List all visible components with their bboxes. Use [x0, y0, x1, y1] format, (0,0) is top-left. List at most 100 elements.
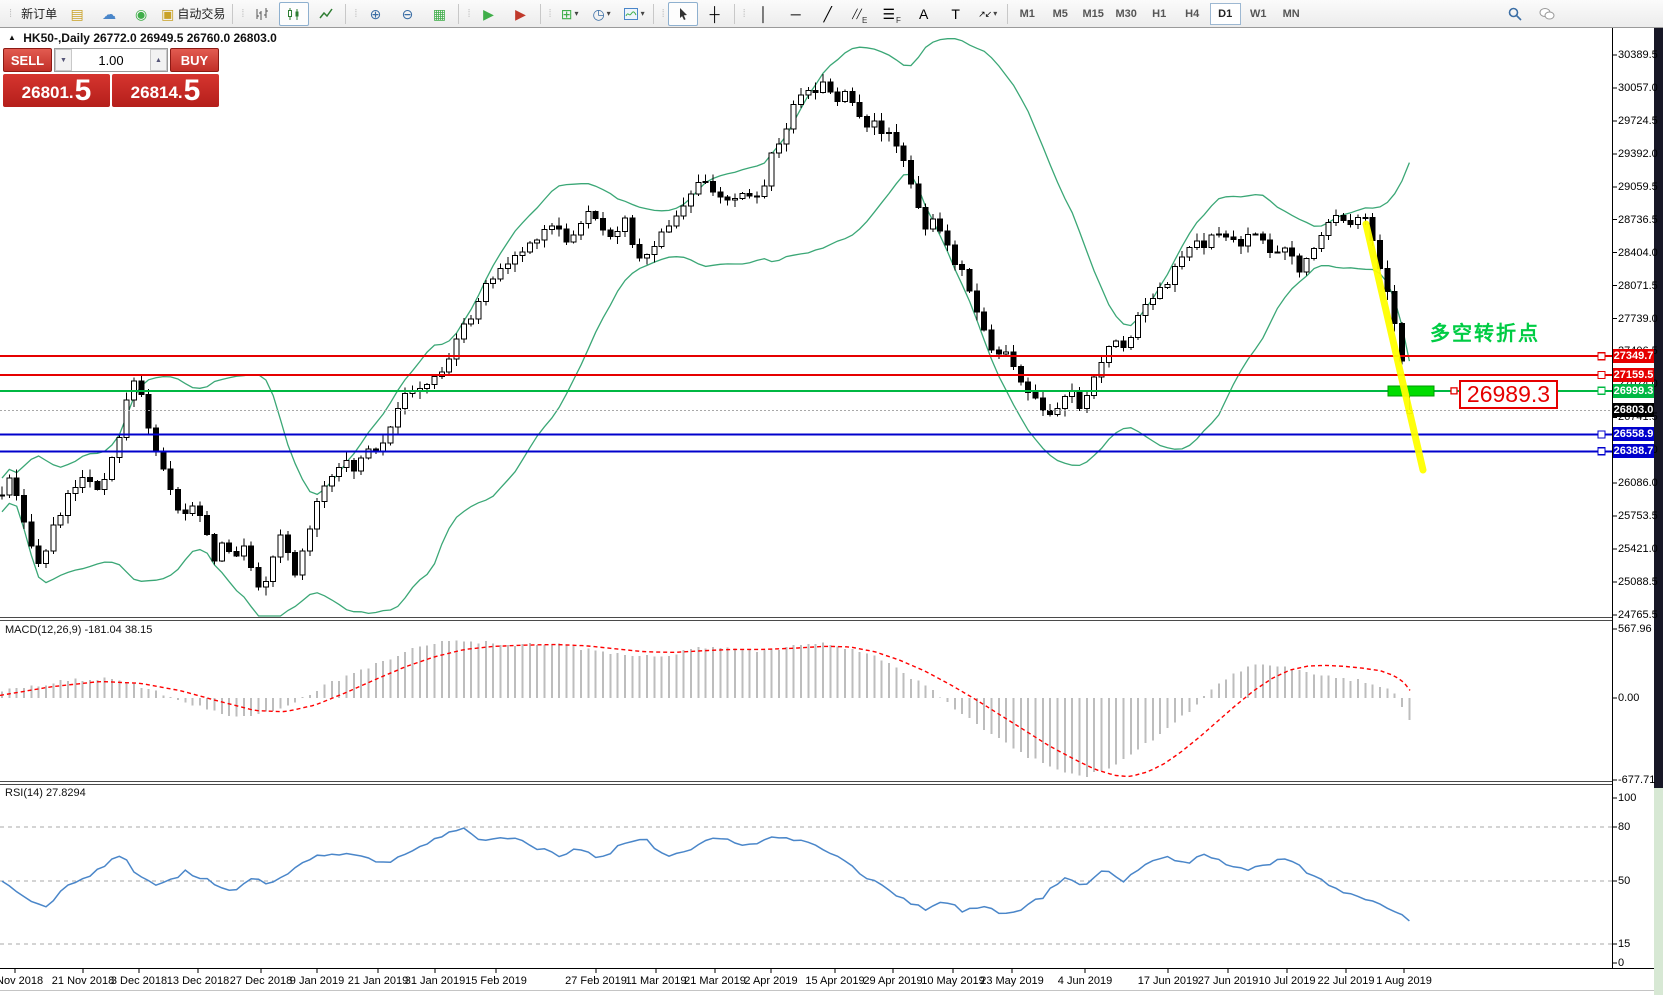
dropdown-arrow-icon[interactable]: ▾ — [640, 9, 645, 18]
timeframe-button-m1[interactable]: M1 — [1019, 7, 1035, 20]
pane-separator-macd-rsi[interactable] — [0, 781, 1613, 785]
price-axis-border — [1612, 28, 1613, 969]
dropdown-arrow-icon[interactable]: ▾ — [606, 9, 611, 18]
auto-scroll-button[interactable]: ▶ — [506, 2, 536, 26]
yellow-trendline[interactable] — [1362, 220, 1427, 474]
candlestick-chart-button[interactable] — [279, 1, 310, 26]
signals-button[interactable]: ◉ — [126, 2, 156, 26]
equidistant-channel-button[interactable]: ╱╱ E — [845, 2, 875, 26]
pane-separator-main-macd[interactable] — [0, 617, 1613, 621]
timeframe-button-h1[interactable]: H1 — [1152, 7, 1167, 20]
signals-icon: ◉ — [134, 5, 148, 22]
dropdown-arrow-icon[interactable]: ▾ — [574, 9, 579, 18]
volume-field[interactable]: 1.00 — [98, 52, 124, 68]
turning-point-annotation[interactable]: 多空转折点 — [1430, 323, 1540, 345]
toolbar-group-5: ⁞ ┼ — [657, 1, 731, 26]
indicators-button[interactable]: ▾ — [619, 2, 649, 26]
line-chart-button[interactable] — [311, 2, 341, 26]
horizontal-line-button[interactable]: ─ — [781, 2, 811, 26]
tile-windows-icon: ▦ — [432, 5, 447, 22]
trendline-button[interactable]: ╱ — [813, 2, 843, 26]
vertical-line-button[interactable]: │ — [749, 2, 779, 26]
timeframe-button-m30[interactable]: M30 — [1115, 7, 1137, 20]
zoom-out-button[interactable]: ⊖ — [392, 2, 422, 26]
cursor-button[interactable] — [667, 1, 698, 26]
price-tag: 26803.0 — [1613, 403, 1654, 418]
new-chart-button[interactable]: ⊞ ▾ — [555, 2, 585, 26]
rsi-line — [1, 827, 1410, 922]
new-chart-icon: ⊞ — [560, 5, 573, 22]
chat-icon — [1539, 7, 1555, 19]
text-label-button[interactable]: T — [941, 2, 971, 26]
zoom-in-button[interactable]: ⊕ — [360, 2, 390, 26]
line-anchor-square — [1597, 370, 1606, 380]
timeframe-button-mn[interactable]: MN — [1282, 7, 1300, 20]
timeframe-button-d1[interactable]: D1 — [1209, 2, 1241, 25]
buy-price-main: 26814. — [130, 83, 183, 102]
date-label: 23 May 2019 — [980, 975, 1044, 987]
line-anchor-square — [1597, 386, 1606, 396]
buy-price-pip: 5 — [183, 74, 201, 107]
price-tag: 27159.5 — [1613, 367, 1654, 382]
fibonacci-button[interactable]: ☰ F — [877, 2, 907, 26]
text-button[interactable]: A — [909, 2, 939, 26]
horizontal-level-line[interactable] — [0, 351, 1612, 361]
line-anchor-square — [1597, 430, 1606, 439]
volume-up-button[interactable]: ▲ — [150, 49, 167, 71]
arrows-button[interactable]: ↗↙ ▾ — [973, 2, 1003, 26]
time-axis-border — [0, 968, 1654, 969]
new-order-button[interactable]: 新订单 — [15, 2, 60, 26]
toolbar-separator — [232, 3, 234, 24]
toolbar-grip: ⁞ — [548, 7, 552, 20]
accounts-button[interactable]: ☁ — [94, 2, 124, 26]
price-callout[interactable]: 26989.3 — [1459, 380, 1558, 409]
macd-scale-label: 567.96 — [1618, 623, 1652, 635]
date-label: 2 Apr 2019 — [744, 975, 798, 987]
date-label: 4 Jun 2019 — [1057, 975, 1113, 987]
buy-button[interactable]: BUY — [170, 48, 219, 72]
autotrade-button[interactable]: ▣ 自动交易 — [158, 2, 228, 26]
horizontal-level-line[interactable] — [0, 370, 1612, 380]
right-edge-strip — [1654, 28, 1663, 788]
toolbar-group-6: ⁞ │ ─ ╱ ╱╱ E ☰ F A T ↗↙ ▾ — [738, 2, 1004, 26]
toolbar-group-4: ⁞ ⊞ ▾ ◷ ▾ ▾ — [544, 2, 650, 26]
date-label: 22 Jul 2019 — [1317, 975, 1375, 987]
date-label: 31 Jan 2019 — [404, 975, 466, 987]
date-label: 15 Apr 2019 — [805, 975, 865, 987]
chart-period-button[interactable]: ◷ ▾ — [587, 2, 617, 26]
zoom-out-icon: ⊖ — [401, 5, 414, 22]
macd-signal-line — [0, 643, 1411, 778]
search-button[interactable] — [1500, 2, 1530, 26]
toolbar-grip: ⁞ — [241, 7, 244, 20]
date-label: 13 Dec 2018 — [166, 975, 230, 987]
volume-down-button[interactable]: ▼ — [55, 49, 72, 71]
timeframe-button-m5[interactable]: M5 — [1052, 7, 1068, 20]
crosshair-button[interactable]: ┼ — [700, 2, 730, 26]
market-watch-button[interactable]: ▤ — [62, 2, 92, 26]
horizontal-level-line[interactable] — [0, 385, 1612, 397]
bar-chart-button[interactable] — [247, 2, 277, 26]
timeframe-button-m15[interactable]: M15 — [1082, 7, 1104, 20]
autotrade-icon: ▣ — [161, 5, 175, 22]
buy-price-panel[interactable]: 26814. 5 — [112, 74, 219, 107]
vertical-line-icon: │ — [759, 5, 769, 22]
autotrade-button-label: 自动交易 — [177, 7, 226, 21]
horizontal-level-line[interactable] — [0, 430, 1612, 439]
tile-windows-button[interactable]: ▦ — [424, 2, 454, 26]
chat-button[interactable] — [1532, 2, 1562, 26]
toolbar-group-1: ⁞ — [236, 1, 342, 26]
rsi-gridlines — [0, 826, 1612, 945]
icon-sub-letter: F — [896, 15, 901, 25]
zoom-in-icon: ⊕ — [369, 5, 382, 22]
horizontal-level-line[interactable] — [0, 447, 1612, 456]
bar-chart-icon — [256, 7, 269, 20]
dropdown-arrow-icon[interactable]: ▾ — [993, 9, 998, 18]
sell-button[interactable]: SELL — [3, 48, 52, 72]
sell-price-panel[interactable]: 26801. 5 — [3, 74, 110, 107]
timeframe-button-h4[interactable]: H4 — [1185, 7, 1200, 20]
chart-shift-button[interactable]: ▶ — [474, 2, 504, 26]
rsi-scale-label: 80 — [1618, 821, 1631, 833]
date-label: 9 Jan 2019 — [289, 975, 345, 987]
timeframe-button-w1[interactable]: W1 — [1249, 7, 1267, 20]
